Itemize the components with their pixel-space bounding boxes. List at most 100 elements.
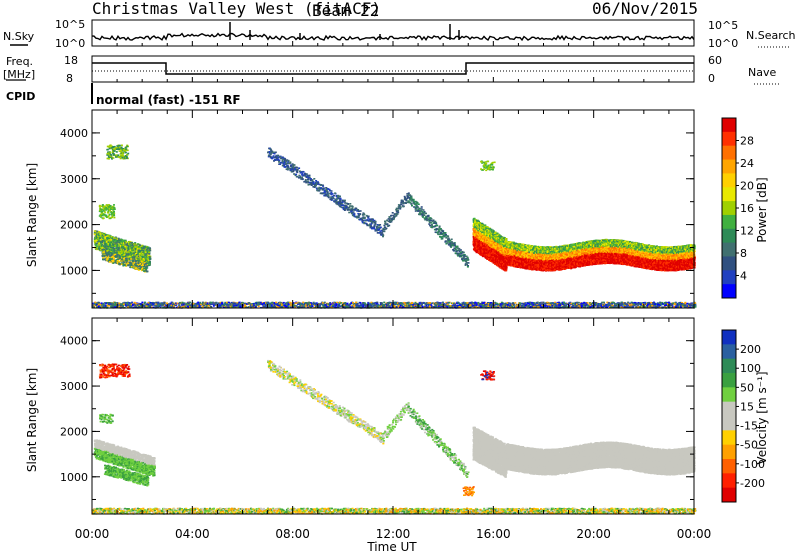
scatter-cell bbox=[118, 263, 121, 266]
scatter-cell bbox=[121, 244, 124, 246]
scatter-cell bbox=[108, 156, 111, 158]
scatter-cell bbox=[421, 210, 424, 213]
scatter-cell bbox=[122, 158, 125, 160]
scatter-cell bbox=[359, 210, 362, 212]
scatter-cell bbox=[112, 206, 115, 209]
scatter-cell bbox=[105, 240, 108, 243]
scatter-cell bbox=[115, 240, 117, 243]
scatter-cell bbox=[131, 243, 134, 246]
scatter-cell bbox=[385, 227, 388, 230]
scatter-cell bbox=[101, 204, 104, 206]
scatter-cell bbox=[313, 186, 316, 188]
scatter-cell bbox=[347, 203, 349, 205]
scatter-cell bbox=[106, 157, 109, 160]
scatter-cell bbox=[146, 251, 149, 254]
scatter-cell bbox=[107, 158, 110, 160]
scatter-cell bbox=[99, 235, 102, 238]
scatter-cell bbox=[143, 255, 146, 257]
scatter-cell bbox=[388, 216, 391, 218]
scatter-cell bbox=[132, 260, 135, 262]
scatter-cell bbox=[106, 148, 109, 151]
nsky-tick-bottom: 10^0 bbox=[55, 37, 85, 50]
scatter-cell bbox=[116, 244, 119, 246]
scatter-cell bbox=[107, 257, 110, 259]
scatter-cell bbox=[112, 146, 115, 149]
scatter-cell bbox=[318, 189, 321, 191]
scatter-cell bbox=[368, 218, 371, 220]
scatter-cell bbox=[105, 207, 108, 209]
scatter-cell bbox=[113, 257, 116, 260]
scatter-cell bbox=[481, 233, 484, 235]
scatter-cell bbox=[118, 249, 121, 251]
scatter-cell bbox=[145, 267, 148, 269]
scatter-cell bbox=[444, 241, 447, 243]
scatter-cell bbox=[119, 256, 122, 258]
scatter-cell bbox=[109, 243, 112, 246]
scatter-cell bbox=[137, 264, 140, 266]
scatter-cell bbox=[283, 163, 286, 165]
scatter-cell bbox=[140, 269, 143, 272]
scatter-cell bbox=[344, 205, 346, 207]
scatter-cell bbox=[286, 168, 289, 171]
scatter-cell bbox=[345, 206, 348, 209]
scatter-cell bbox=[124, 245, 127, 248]
scatter-cell bbox=[110, 241, 113, 243]
scatter-cell bbox=[351, 207, 354, 210]
scatter-cell bbox=[144, 270, 147, 272]
scatter-cell bbox=[108, 239, 110, 241]
scatter-cell bbox=[134, 251, 137, 254]
scatter-cell bbox=[334, 192, 337, 194]
scatter-cell bbox=[131, 259, 134, 262]
scatter-cell bbox=[120, 258, 123, 261]
scatter-cell bbox=[117, 246, 120, 248]
scatter-cell bbox=[110, 253, 113, 256]
scatter-cell bbox=[281, 157, 284, 159]
scatter-cell bbox=[270, 157, 273, 160]
scatter-cell bbox=[119, 157, 122, 160]
scatter-cell bbox=[108, 146, 111, 148]
scatter-cell bbox=[114, 244, 117, 247]
scatter-cell bbox=[128, 264, 131, 266]
scatter-cell bbox=[285, 168, 288, 170]
scatter-cell bbox=[137, 251, 140, 253]
scatter-cell bbox=[118, 261, 121, 263]
scatter-cell bbox=[425, 212, 427, 215]
scatter-cell bbox=[112, 252, 115, 254]
scatter-cell bbox=[293, 164, 296, 166]
scatter-cell bbox=[142, 260, 145, 263]
scatter-cell bbox=[359, 213, 362, 215]
nsearch-label: N.Search bbox=[746, 29, 796, 42]
scatter-cell bbox=[139, 268, 142, 270]
scatter-cell bbox=[273, 160, 275, 162]
scatter-cell bbox=[112, 246, 115, 249]
scatter-cell bbox=[267, 155, 270, 158]
scatter-cell bbox=[107, 211, 110, 214]
scatter-cell bbox=[133, 252, 135, 254]
scatter-cell bbox=[113, 237, 116, 239]
scatter-cell bbox=[120, 144, 123, 147]
scatter-cell bbox=[366, 224, 369, 227]
scatter-cell bbox=[146, 270, 149, 273]
scatter-cell bbox=[112, 259, 115, 262]
cpid-text: normal (fast) -151 RF bbox=[96, 93, 241, 107]
scatter-cell bbox=[125, 264, 128, 266]
scatter-cell bbox=[135, 264, 137, 267]
scatter-cell bbox=[110, 239, 113, 241]
scatter-cell bbox=[111, 258, 114, 260]
scatter-cell bbox=[454, 244, 456, 246]
scatter-cell bbox=[104, 243, 107, 246]
scatter-cell bbox=[102, 208, 105, 210]
scatter-cell bbox=[445, 237, 448, 239]
scatter-cell bbox=[321, 192, 324, 195]
scatter-cell bbox=[109, 241, 111, 244]
scatter-cell bbox=[101, 232, 104, 235]
scatter-cell bbox=[142, 255, 145, 258]
scatter-cell bbox=[340, 204, 343, 207]
scatter-cell bbox=[287, 159, 290, 162]
scatter-cell bbox=[113, 214, 116, 217]
scatter-cell bbox=[100, 244, 103, 247]
scatter-cell bbox=[327, 196, 330, 199]
scatter-cell bbox=[460, 255, 463, 257]
scatter-cell bbox=[286, 168, 289, 170]
scatter-cell bbox=[104, 242, 107, 245]
